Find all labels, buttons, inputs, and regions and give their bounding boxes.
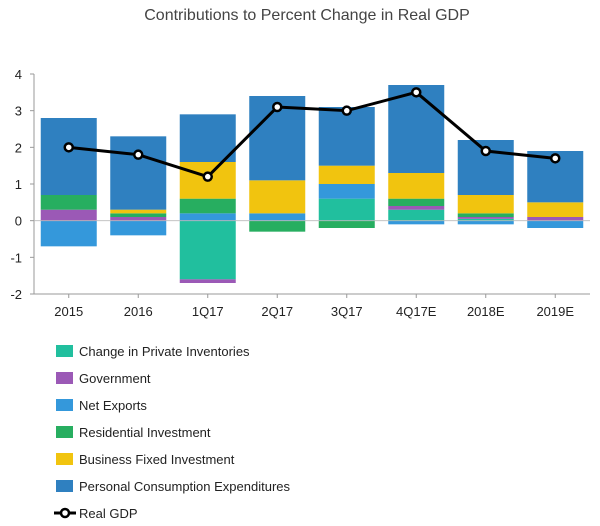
legend-label: Net Exports [79,398,147,413]
legend-swatch [56,399,73,411]
real-gdp-point [480,145,491,157]
legend-swatch [56,372,73,384]
bar-segment-change-in-private-inventories [388,209,445,221]
bar-segment-net-exports [249,213,306,221]
x-tick-label: 2015 [54,304,83,319]
x-tick-label: 4Q17E [396,304,437,319]
bar-segment-government [457,217,514,219]
legend-swatch [56,480,73,492]
real-gdp-line [68,90,556,179]
bar-segment-net-exports [388,220,445,225]
y-tick-label: 1 [15,177,22,192]
bar-segment-business-fixed-investment [318,165,375,184]
bar-segment-net-exports [457,220,514,225]
bar-segment-government [527,217,584,221]
real-gdp-point [411,87,422,98]
real-gdp-point [63,142,74,153]
bar-segment-residential-investment [110,213,167,217]
line-layer [63,87,561,182]
y-tick-label: -2 [10,287,22,302]
bar-segment-net-exports [110,220,167,236]
real-gdp-point [202,171,213,182]
axes-layer: 4 3 2 1 0 -1 -2 2015 2016 1Q17 2Q17 3Q17 4Q17E 2018E 2… [10,67,590,319]
y-tick-label: 2 [15,140,22,155]
legend-label: Business Fixed Investment [79,452,235,467]
bar-segment-change-in-private-inventories [457,218,514,221]
x-tick-label: 2016 [124,304,153,319]
bar-segment-residential-investment [318,220,375,228]
real-gdp-point [341,105,352,116]
x-tick-label: 2Q17 [261,304,293,319]
y-tick-label: 0 [15,214,22,229]
legend-swatch [56,345,73,357]
x-tick-label: 3Q17 [331,304,363,319]
legend-swatch [56,453,73,465]
bar-segment-net-exports [527,220,584,228]
real-gdp-point [550,153,561,164]
bar-segment-net-exports [318,184,375,199]
chart-title: Contributions to Percent Change in Real … [144,7,470,24]
bar-segment-business-fixed-investment [527,202,584,217]
legend: Change in Private Inventories Government N… [54,344,291,521]
x-tick-label: 1Q17 [192,304,224,319]
bar-segment-business-fixed-investment [388,173,445,199]
bar-segment-government [388,206,445,210]
bar-segment-government [110,217,167,221]
legend-label: Change in Private Inventories [79,344,250,359]
legend-swatch [56,426,73,438]
bar-segment-personal-consumption-expenditures [388,85,445,173]
y-tick-label: 4 [15,67,22,82]
legend-label: Government [79,371,151,386]
bar-segment-government [40,209,97,221]
bar-segment-business-fixed-investment [110,209,167,214]
bar-segment-residential-investment [40,195,97,210]
y-tick-label: 3 [15,104,22,119]
bar-segment-change-in-private-inventories [179,220,236,280]
x-tick-label: 2019E [536,304,574,319]
bar-segment-personal-consumption-expenditures [318,107,375,166]
bar-segment-personal-consumption-expenditures [110,136,167,210]
x-tick-label: 2018E [467,304,505,319]
bar-segment-change-in-private-inventories [318,198,375,221]
bar-segment-government [179,279,236,283]
legend-label: Real GDP [79,506,138,521]
bar-segment-residential-investment [179,198,236,214]
bar-segment-personal-consumption-expenditures [40,118,97,195]
bar-segment-residential-investment [249,220,306,232]
bars-layer [40,85,584,283]
real-gdp-point [272,101,283,113]
bar-segment-business-fixed-investment [249,180,306,214]
y-tick-label: -1 [10,250,22,265]
bar-segment-business-fixed-investment [457,195,514,214]
bar-segment-net-exports [40,220,97,247]
bar-segment-net-exports [179,213,236,221]
bar-segment-residential-investment [388,198,445,206]
legend-label: Personal Consumption Expenditures [79,479,291,494]
legend-label: Residential Investment [79,425,211,440]
bar-segment-residential-investment [457,213,514,217]
real-gdp-point [133,149,144,160]
bar-segment-personal-consumption-expenditures [179,114,236,162]
legend-line-marker [59,507,71,519]
